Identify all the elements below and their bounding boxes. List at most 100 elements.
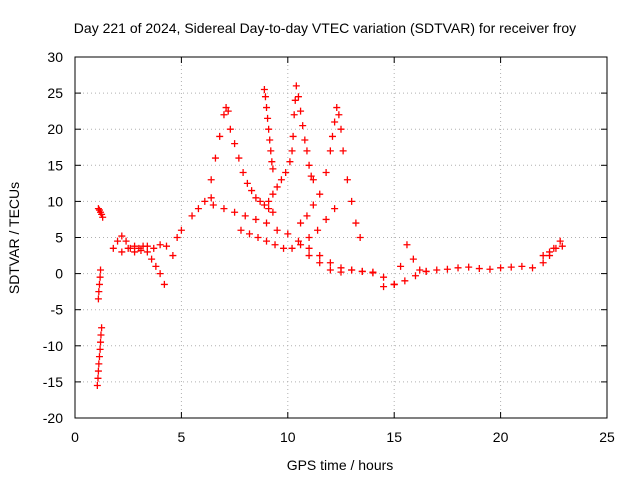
y-tick-label: -10 [43,338,63,354]
data-point [305,244,313,252]
data-point [252,215,260,223]
data-point [358,267,366,275]
data-point [269,208,277,216]
data-point [352,219,360,227]
data-point [397,262,405,270]
data-point [194,205,202,213]
data-point [94,205,102,213]
data-point [260,85,268,93]
data-point [245,230,253,238]
data-point [277,176,285,184]
series-spike-12h [297,104,364,241]
data-point [356,234,364,241]
data-point [301,136,309,144]
data-point [177,226,185,234]
data-point [220,205,228,213]
data-point [422,267,430,275]
data-point [256,197,264,205]
data-point [160,280,168,288]
data-point [558,242,566,250]
data-point [290,111,298,119]
data-point [269,165,277,173]
data-point [226,125,234,133]
series-arc-4-6h [169,194,215,260]
data-point [94,367,102,375]
data-point [348,266,356,274]
data-point [294,237,302,245]
data-point [380,283,388,291]
data-point [241,212,249,220]
data-point [518,262,526,270]
data-point [169,252,177,260]
x-axis-title: GPS time / hours [287,457,394,473]
data-point [299,122,307,130]
data-point [131,242,139,250]
data-marks [93,82,566,390]
data-point [282,169,290,177]
x-tick-labels: 0 5 10 15 20 25 [71,429,615,445]
data-point [348,197,356,205]
data-point [289,132,297,140]
data-point [201,197,209,205]
data-point [316,190,324,198]
data-point [207,176,215,184]
y-tick-label: -5 [51,302,64,318]
data-point [316,252,324,260]
series-spike-9h [260,85,277,173]
data-point [273,226,281,234]
data-point [297,241,305,249]
series-spike-10h [265,82,317,205]
y-tick-label: 15 [47,157,63,173]
data-point [333,104,341,112]
data-point [188,212,196,220]
x-tick-label: 20 [493,429,509,445]
data-point [248,187,256,195]
data-point [465,263,473,271]
data-point [268,158,276,166]
data-point [454,264,462,272]
data-point [284,230,292,238]
data-point [475,265,483,273]
data-point [433,266,441,274]
data-point [297,107,305,115]
data-point [243,179,251,187]
data-point [207,194,215,202]
data-point [224,107,232,115]
data-point [231,140,239,148]
data-point [239,169,247,177]
data-point [252,194,260,202]
data-point [486,265,494,273]
data-point [95,288,103,296]
data-point [263,104,271,112]
data-point [95,360,103,368]
data-point [401,277,409,285]
y-tick-label: -20 [43,410,63,426]
data-point [163,242,171,250]
data-point [369,269,377,277]
data-point [261,93,269,101]
data-point [288,244,296,252]
series-early-negative [93,266,106,390]
data-point [95,353,103,361]
y-tick-label: 10 [47,193,63,209]
data-point [326,266,334,274]
series-spike-7h [207,104,277,216]
data-point [118,232,126,240]
y-tick-label: -15 [43,374,63,390]
data-point [271,241,279,249]
data-point [97,266,105,274]
data-point [546,248,554,256]
data-point [305,252,313,260]
data-point [291,96,299,104]
data-point [552,244,560,252]
axis-ticks [74,56,608,419]
x-tick-label: 10 [280,429,296,445]
data-point [322,215,330,223]
y-tick-label: 30 [47,49,63,65]
data-point [331,205,339,213]
data-point [273,183,281,191]
data-point [97,338,105,346]
x-tick-label: 25 [599,429,615,445]
data-point [305,234,313,241]
data-point [335,111,343,119]
